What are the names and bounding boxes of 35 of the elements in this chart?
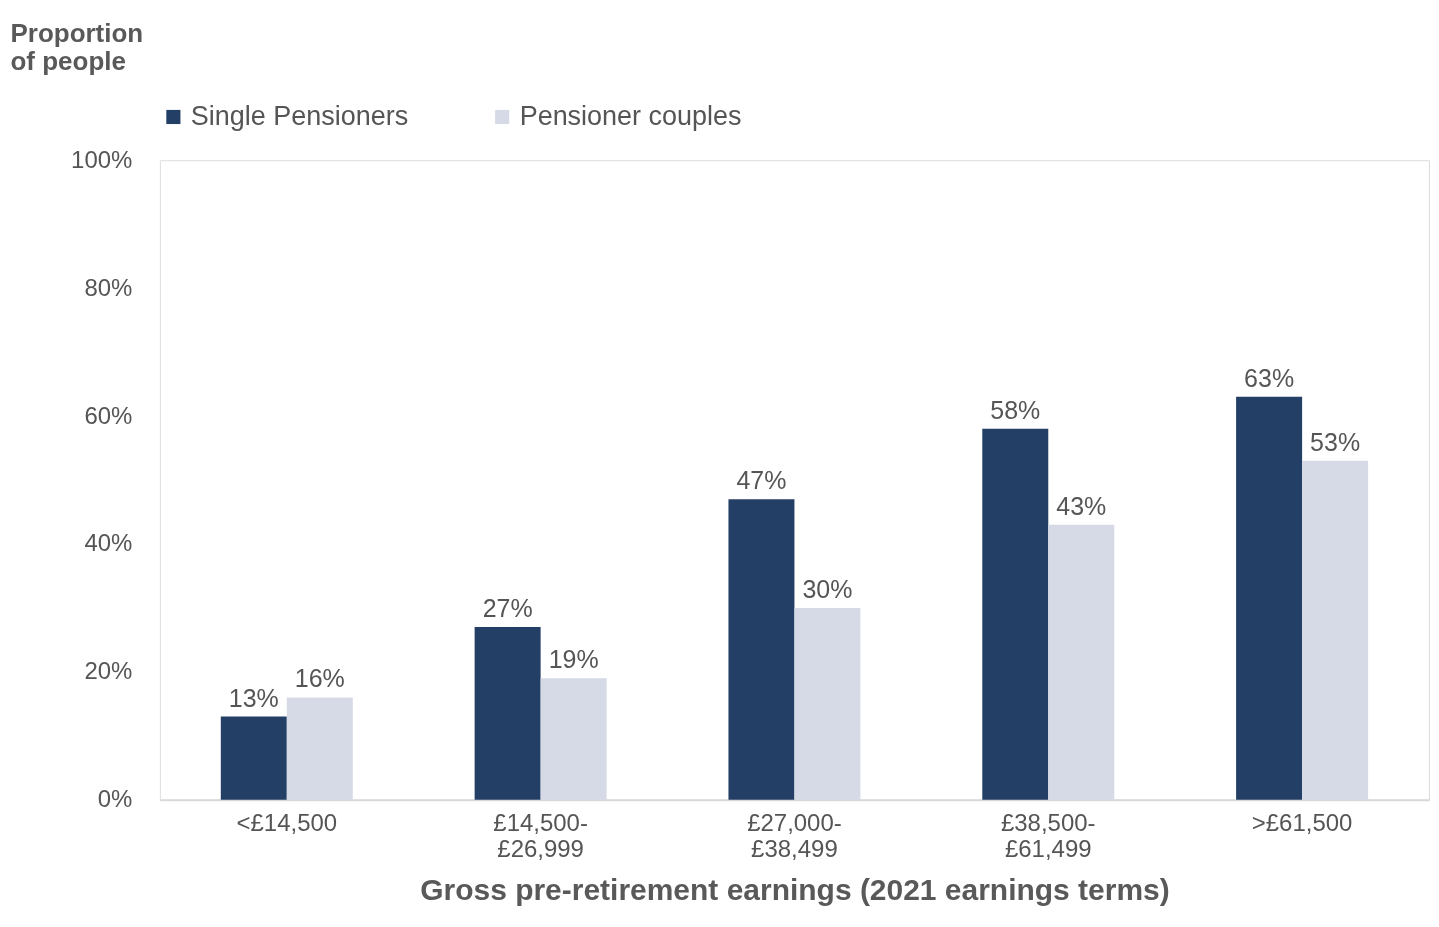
x-tick-label: £27,000- £38,499 [747,809,842,863]
bar [728,499,795,800]
data-label: 47% [736,466,787,495]
y-tick-label: 60% [84,401,133,429]
bar [1236,396,1303,800]
x-tick-label: £38,500- £61,499 [1000,809,1096,863]
x-tick-label: <£14,500 [236,809,338,837]
data-label: 43% [1056,491,1107,520]
data-label: 53% [1310,427,1361,456]
x-tick-label: £14,500- £26,999 [493,809,588,863]
bar [540,678,607,800]
data-label: 58% [990,395,1041,424]
y-tick-label: 20% [84,657,133,685]
legend-label: Pensioner couples [519,100,742,131]
data-label: 16% [294,664,345,693]
y-tick-label: 0% [97,785,133,813]
y-axis-title: Proportion of people [10,17,144,76]
bar [1302,460,1369,800]
data-label: 30% [802,574,853,603]
bar [794,607,861,800]
data-label: 13% [228,683,279,712]
y-tick-label: 80% [84,273,133,301]
y-tick-label: 100% [71,145,133,173]
bar [220,716,287,800]
bar [286,697,353,800]
x-axis-title: Gross pre-retirement earnings (2021 earnings terms) [420,873,1170,907]
bar [982,428,1049,800]
x-tick-label: >£61,500 [1251,809,1353,837]
legend-label: Single Pensioners [190,100,409,131]
data-label: 19% [548,645,599,674]
bar [1048,524,1115,800]
data-label: 63% [1244,363,1295,392]
y-tick-label: 40% [84,529,133,557]
bar [474,627,541,800]
data-label: 27% [482,594,533,623]
